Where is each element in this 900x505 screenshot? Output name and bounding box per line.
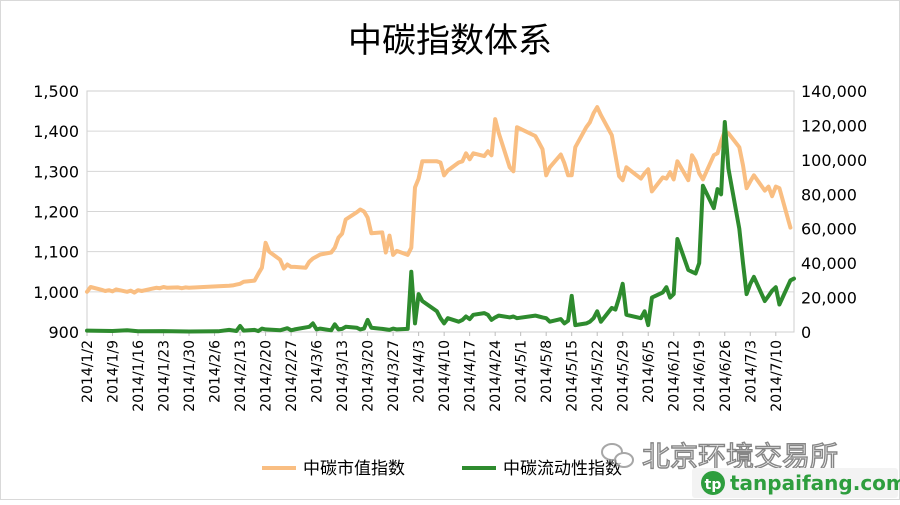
x-tick-label: 2014/6/26 (718, 340, 734, 412)
left-axis: 900 1,000 1,100 1,200 1,300 1,400 1,500 (33, 82, 79, 342)
y-right-tick-label: 0 (801, 323, 811, 342)
watermark-logo-letter: tp (705, 477, 722, 493)
x-tick-label: 2014/4/24 (488, 340, 504, 412)
x-tick-label: 2014/4/17 (463, 340, 479, 412)
x-tick-label: 2014/4/10 (437, 340, 453, 412)
wechat-icon (601, 443, 634, 468)
x-tick-label: 2014/6/19 (692, 340, 708, 412)
x-tick-label: 2014/3/20 (361, 340, 377, 412)
series-line-market-value (85, 105, 793, 295)
watermark-url-bg (692, 468, 898, 498)
x-tick-label: 2014/7/10 (769, 340, 785, 412)
x-tick-label: 2014/7/3 (743, 340, 759, 403)
x-tick-label: 2014/1/23 (157, 340, 173, 412)
y-right-tick-label: 40,000 (801, 254, 857, 273)
y-right-tick-label: 80,000 (801, 185, 857, 204)
watermark-url: tanpaifang.com (730, 471, 900, 495)
x-tick-label: 2014/1/2 (80, 340, 96, 403)
x-tick-label: 2014/3/13 (335, 340, 351, 412)
x-tick-label: 2014/5/22 (590, 340, 606, 412)
x-tick-label: 2014/1/16 (131, 340, 147, 412)
y-right-tick-label: 120,000 (801, 116, 867, 135)
x-axis: 2014/1/2 2014/1/9 2014/1/16 2014/1/23 2014/1… (80, 332, 785, 412)
x-tick-label: 2014/3/27 (386, 340, 402, 412)
y-left-tick-label: 1,300 (33, 162, 79, 181)
y-right-tick-label: 20,000 (801, 289, 857, 308)
y-right-tick-label: 140,000 (801, 82, 867, 101)
y-left-tick-label: 1,500 (33, 82, 79, 101)
x-tick-label: 2014/5/15 (565, 340, 581, 412)
x-tick-label: 2014/5/29 (616, 340, 632, 412)
y-right-tick-label: 60,000 (801, 220, 857, 239)
right-axis: 0 20,000 40,000 60,000 80,000 100,000 120,000 1… (801, 82, 867, 342)
x-tick-label: 2014/3/6 (310, 340, 326, 403)
legend-label-market-value: 中碳市值指数 (303, 459, 405, 479)
y-left-tick-label: 1,000 (33, 283, 79, 302)
watermark-text: 北京环境交易所 (642, 440, 838, 473)
x-tick-label: 2014/6/5 (641, 340, 657, 403)
x-tick-label: 2014/4/3 (412, 340, 428, 403)
x-tick-label: 2014/2/27 (284, 340, 300, 412)
watermark-logo-icon (701, 471, 725, 495)
y-left-tick-label: 1,400 (33, 122, 79, 141)
legend-label-liquidity: 中碳流动性指数 (503, 459, 622, 479)
y-left-tick-label: 1,200 (33, 203, 79, 222)
x-tick-label: 2014/2/20 (259, 340, 275, 412)
y-right-tick-label: 100,000 (801, 151, 867, 170)
x-tick-label: 2014/5/1 (514, 340, 530, 403)
x-tick-label: 2014/5/8 (539, 340, 555, 403)
chart-title: 中碳指数体系 (348, 21, 552, 61)
legend: 中碳市值指数 中碳流动性指数 (262, 459, 622, 479)
x-tick-label: 2014/2/6 (208, 340, 224, 403)
x-tick-label: 2014/2/13 (233, 340, 249, 412)
series-line-liquidity (85, 120, 796, 334)
x-tick-label: 2014/1/9 (106, 340, 122, 403)
y-left-tick-label: 1,100 (33, 243, 79, 262)
x-tick-label: 2014/1/30 (182, 340, 198, 412)
watermark: 北京环境交易所 tp tanpaifang.com (601, 439, 900, 498)
y-left-tick-label: 900 (48, 323, 79, 342)
x-tick-label: 2014/6/12 (667, 340, 683, 412)
